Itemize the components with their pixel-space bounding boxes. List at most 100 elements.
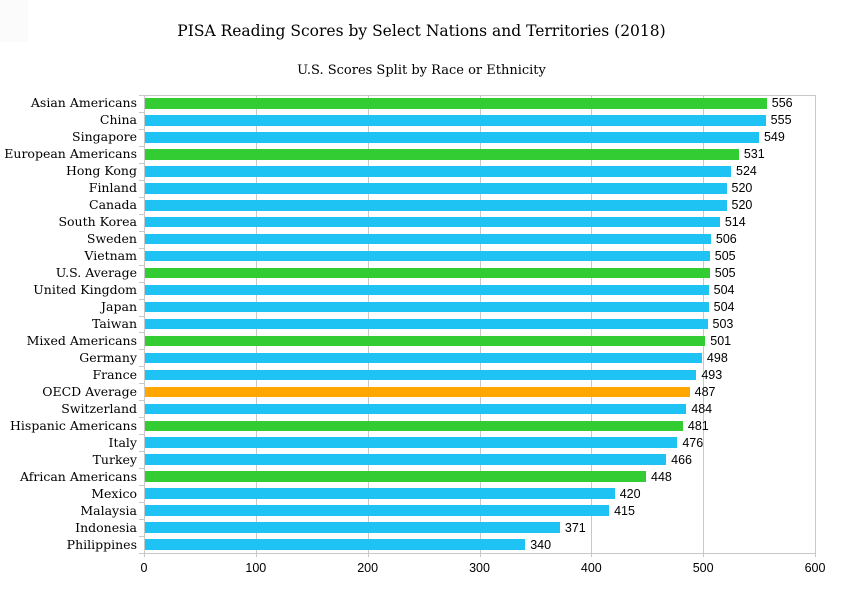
plot-border-top (144, 95, 816, 96)
category-label: Germany (79, 349, 137, 365)
category-label: Mixed Americans (26, 332, 137, 348)
chart-title: PISA Reading Scores by Select Nations an… (177, 22, 666, 40)
corner-artifact (0, 0, 28, 42)
value-label: 555 (770, 113, 792, 128)
value-label: 524 (736, 164, 757, 179)
category-label: Hong Kong (65, 163, 137, 179)
value-label: 493 (701, 367, 723, 382)
chart-subtitle: U.S. Scores Split by Race or Ethnicity (297, 63, 546, 78)
category-label: South Korea (58, 214, 137, 230)
y-tick (139, 213, 144, 215)
plot-border-right (815, 95, 816, 553)
value-label: 371 (564, 520, 586, 535)
value-label: 531 (743, 147, 765, 162)
category-label: Sweden (86, 231, 137, 247)
category-label: Hispanic Americans (10, 417, 137, 433)
x-tick (144, 553, 145, 557)
category-label: United Kingdom (33, 282, 137, 298)
bar-vietnam (145, 250, 710, 262)
y-tick (139, 111, 144, 113)
category-label: European Americans (4, 146, 137, 162)
y-tick (139, 400, 144, 402)
y-tick (139, 468, 144, 470)
value-label: 549 (763, 130, 785, 145)
bar-oecd-average (145, 386, 690, 398)
bar-hispanic-americans (145, 420, 683, 432)
category-label: Switzerland (61, 400, 137, 416)
y-tick (139, 553, 144, 554)
bar-philippines (145, 539, 526, 550)
y-tick (139, 230, 144, 232)
value-label: 520 (731, 198, 753, 213)
bar-canada (145, 200, 727, 211)
y-tick (139, 145, 144, 147)
category-label: U.S. Average (55, 265, 137, 281)
x-tick-label: 400 (580, 561, 602, 575)
value-label: 505 (714, 266, 736, 281)
value-label: 520 (731, 181, 753, 196)
y-tick (139, 417, 144, 419)
y-tick (139, 366, 144, 368)
category-label: Turkey (92, 451, 137, 467)
x-tick (479, 553, 481, 557)
bar-hong-kong (145, 166, 731, 177)
value-label: 556 (771, 96, 793, 111)
y-tick (139, 502, 144, 504)
value-label: 487 (694, 384, 716, 399)
value-label: 466 (671, 452, 692, 467)
y-tick (139, 383, 144, 385)
bar-turkey (145, 454, 667, 465)
value-label: 484 (691, 401, 713, 416)
bar-united-kingdom (145, 284, 709, 296)
category-label: Philippines (66, 536, 137, 552)
y-tick (139, 298, 144, 300)
value-label: 415 (614, 503, 635, 518)
bar-asian-americans (145, 98, 767, 109)
value-label: 514 (724, 215, 746, 230)
bar-china (145, 115, 766, 126)
x-axis-line (144, 553, 816, 554)
category-label: Malaysia (80, 502, 137, 518)
category-label: OECD Average (42, 383, 137, 399)
y-tick (139, 349, 144, 351)
category-label: Asian Americans (30, 95, 137, 111)
y-tick (139, 315, 144, 317)
y-axis-line (144, 95, 145, 553)
y-tick (139, 485, 144, 487)
x-tick-label: 100 (245, 561, 267, 575)
bar-switzerland (145, 403, 687, 415)
x-tick (255, 553, 257, 557)
y-tick (139, 264, 144, 266)
value-label: 501 (710, 333, 732, 348)
value-label: 503 (712, 317, 734, 331)
y-tick (139, 332, 144, 334)
bar-indonesia (145, 522, 560, 533)
value-label: 498 (706, 350, 728, 365)
bar-france (145, 369, 697, 381)
bar-european-americans (145, 149, 739, 160)
category-label: Japan (101, 299, 137, 315)
x-tick-label: 300 (469, 561, 490, 575)
bar-south-korea (145, 216, 720, 228)
value-label: 340 (530, 537, 552, 552)
category-label: African Americans (19, 468, 137, 484)
y-tick (139, 519, 144, 521)
category-label: Indonesia (75, 519, 137, 535)
bar-u-s-average (145, 267, 710, 279)
x-tick (815, 553, 816, 557)
bar-mexico (145, 488, 615, 499)
y-tick (139, 536, 144, 538)
value-label: 506 (715, 232, 737, 247)
category-label: Italy (108, 434, 137, 450)
y-tick (139, 128, 144, 130)
value-label: 481 (687, 418, 709, 433)
bar-italy (145, 437, 678, 448)
value-label: 476 (682, 435, 704, 450)
bar-germany (145, 352, 702, 364)
bar-japan (145, 301, 709, 313)
category-label: Mexico (91, 485, 137, 501)
bar-finland (145, 183, 727, 194)
category-label: France (92, 366, 137, 382)
bar-african-americans (145, 471, 646, 482)
